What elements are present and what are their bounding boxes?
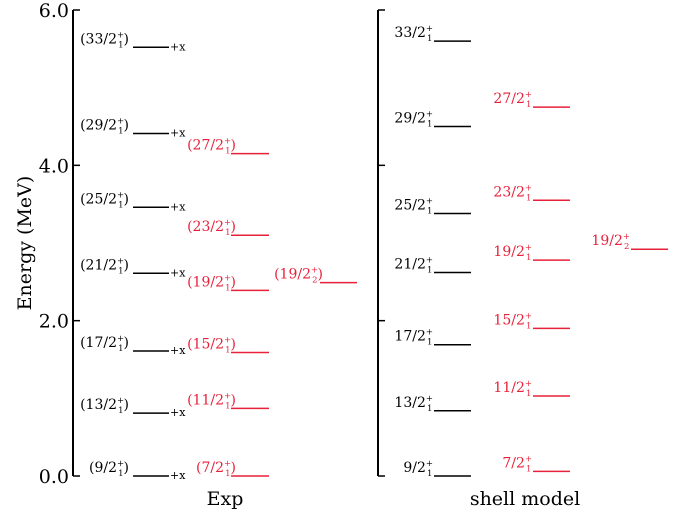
y-axis-title: Energy (MeV) xyxy=(14,176,36,311)
level-label: (29/2+ 1) xyxy=(80,116,129,136)
level-label: (25/2+ 1) xyxy=(80,190,129,210)
level-label: 29/2+ 1 xyxy=(394,110,433,130)
level-label: (27/2+ 1) xyxy=(187,137,236,157)
level-label: 15/2+ 1 xyxy=(493,311,532,331)
level-suffix: +x xyxy=(170,469,186,482)
level-label: 19/2+ 1 xyxy=(493,243,532,263)
level-label: (21/2+ 1) xyxy=(80,256,129,276)
level-label: (9/2+ 1) xyxy=(89,459,129,479)
y-tick-label: 4.0 xyxy=(39,155,69,177)
level-label: (19/2+ 1) xyxy=(187,273,236,293)
level-label: 13/2+ 1 xyxy=(394,394,433,414)
level-suffix: +x xyxy=(170,126,186,139)
level-label: 9/2+ 1 xyxy=(403,459,433,479)
panel-label: shell model xyxy=(470,488,580,510)
levels: (9/2+ 1) +x(13/2+ 1) +x(17/2+ 1) +x(21/2+ 1) +x(… xyxy=(80,24,668,482)
level-label: 23/2+ 1 xyxy=(493,183,532,203)
axes: 0.0 2.0 4.0 6.0 Exp shell model Energy (MeV) xyxy=(14,0,580,510)
level-suffix: +x xyxy=(170,406,186,419)
level-label: 21/2+ 1 xyxy=(394,256,433,276)
level-label: 19/2+ 2 xyxy=(591,232,630,252)
level-label: 17/2+ 1 xyxy=(394,328,433,348)
level-suffix: +x xyxy=(170,266,186,279)
y-tick-label: 0.0 xyxy=(39,466,69,488)
y-tick-label: 2.0 xyxy=(39,311,69,333)
level-label: (15/2+ 1) xyxy=(187,336,236,356)
level-label: 25/2+ 1 xyxy=(394,196,433,216)
level-suffix: +x xyxy=(170,200,186,213)
level-label: (33/2+ 1) xyxy=(80,30,129,50)
level-label: 33/2+ 1 xyxy=(394,24,433,44)
level-label: 11/2+ 1 xyxy=(493,379,532,399)
level-suffix: +x xyxy=(170,344,186,357)
level-label: (19/2+ 2) xyxy=(274,266,323,286)
level-label: (7/2+ 1) xyxy=(196,459,236,479)
level-label: (17/2+ 1) xyxy=(80,334,129,354)
level-suffix: +x xyxy=(170,40,186,53)
panel-label: Exp xyxy=(207,488,244,510)
y-tick-label: 6.0 xyxy=(39,0,69,22)
level-label: 7/2+ 1 xyxy=(502,454,532,474)
level-label: 27/2+ 1 xyxy=(493,90,532,110)
level-label: (13/2+ 1) xyxy=(80,396,129,416)
level-label: (11/2+ 1) xyxy=(187,391,236,411)
level-label: (23/2+ 1) xyxy=(187,218,236,238)
